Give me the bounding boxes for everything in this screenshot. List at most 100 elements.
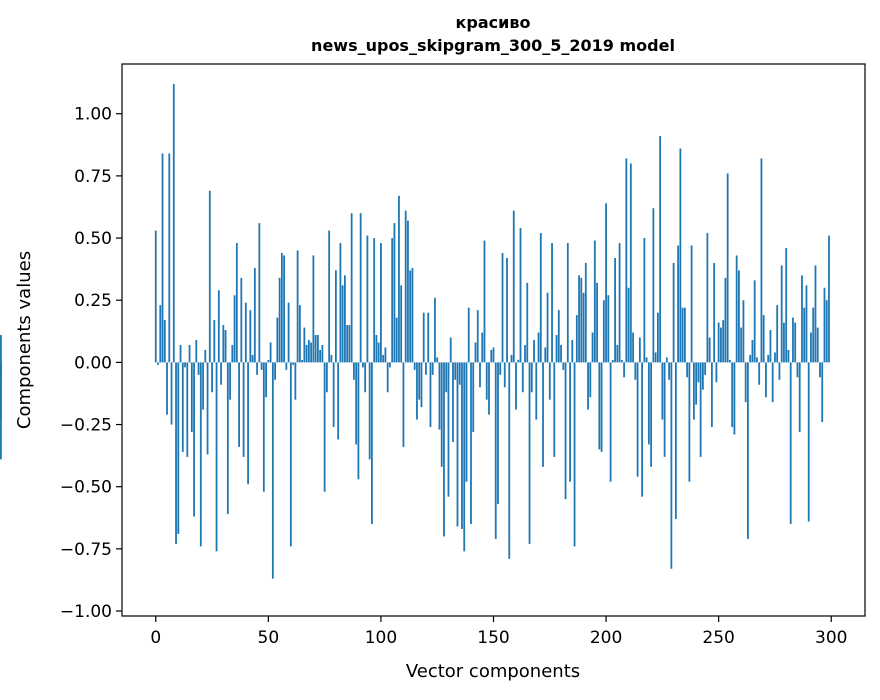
bar [193,362,195,517]
bar [371,362,373,524]
bar [539,233,542,363]
bar [208,190,211,363]
bar [479,362,481,388]
bar [175,362,177,544]
bar [753,280,756,363]
bar [157,362,159,365]
bar [575,315,578,363]
bar [497,362,499,505]
bar [749,354,752,363]
bar [717,322,720,363]
bar [229,362,231,400]
bar [413,362,416,370]
bar [645,357,648,363]
bar [179,344,182,363]
bar-series [0,83,830,579]
bar [269,342,272,363]
bar [373,238,376,363]
bar [715,362,718,383]
bar [161,153,164,363]
bar [742,300,745,363]
x-axis-label: Vector components [406,661,580,682]
x-axis-ticks: 0 50 100 150 200 250 300 [150,616,847,648]
bar [810,332,812,363]
y-axis-label: Components values [14,251,35,429]
bar [168,153,171,363]
bar [713,262,716,363]
bar [470,362,472,524]
bar [316,335,319,363]
bar [334,270,337,363]
bar [611,359,614,363]
bar [524,344,526,363]
bar [600,362,603,452]
bar [172,83,175,363]
bar [690,245,693,363]
bar [362,362,364,368]
bar [384,347,387,363]
bar [708,337,711,363]
bar [159,305,162,363]
bar [557,310,560,363]
bar [0,335,2,363]
bar [542,362,544,467]
bar [452,362,454,442]
bar [724,277,727,363]
bar [402,362,405,447]
x-tick-label: 200 [590,628,622,648]
bar [555,335,558,363]
bar [546,292,549,363]
bar [801,275,803,363]
bar [391,238,394,363]
bar [166,362,168,415]
bar [474,342,477,363]
bar [490,349,493,363]
y-axis-ticks: −1.00 −0.75 −0.50 −0.25 0.00 0.25 0.50 0.75 1.00 [60,105,122,622]
bar [303,327,306,363]
bar [726,173,729,363]
bar [256,362,258,375]
bar [508,362,511,559]
bar [760,158,763,363]
bar [431,362,434,375]
bar [418,362,421,400]
bar [312,255,315,363]
bar [506,257,508,363]
bar [580,277,583,363]
bar [571,340,574,363]
bar [467,307,470,363]
bar [0,362,2,460]
bar [251,354,254,363]
bar [224,330,227,363]
bar [301,359,304,363]
bar [409,270,412,363]
bar [816,327,819,363]
bar [672,262,675,363]
bar [330,354,333,363]
bar [783,322,785,363]
bar [814,265,817,363]
bar [614,257,616,363]
bar [515,362,517,410]
bar [253,267,256,363]
bar [377,342,380,363]
bar [465,362,468,482]
bar [285,362,288,370]
bar [733,362,736,435]
bar [456,362,459,527]
bar [375,335,378,363]
bar [620,359,623,363]
bar [501,252,504,363]
bar [177,362,180,534]
bar [776,305,779,363]
bar [512,210,515,363]
bar [458,362,461,385]
bar [283,255,286,363]
bar [780,265,783,363]
bar [747,362,749,539]
bar [564,362,567,500]
chart-title-line-2: news_upos_skipgram_300_5_2019 model [311,36,675,55]
bar [240,277,243,363]
bar [593,240,596,363]
